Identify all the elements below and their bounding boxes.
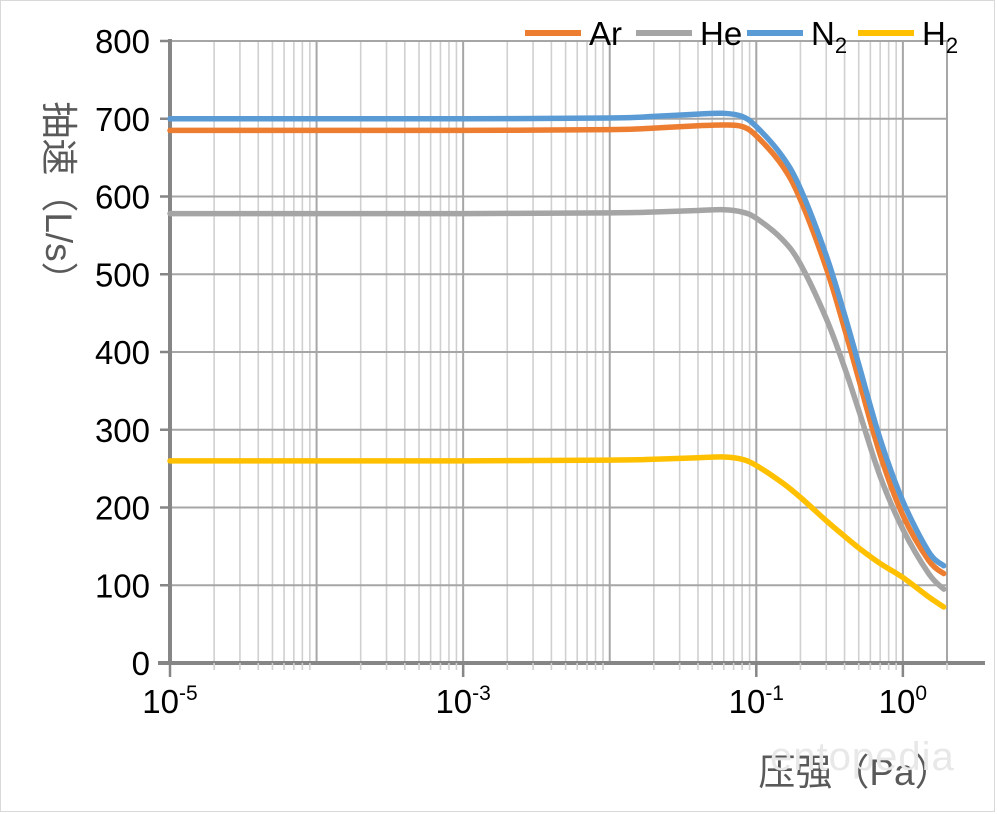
axis-tick-marks — [160, 39, 948, 677]
axis-titles: 抽速（L/s） 压强（Pa） — [38, 101, 952, 793]
y-tick-label: 600 — [95, 179, 150, 216]
chart-legend: Ar He N2 H2 — [525, 15, 958, 58]
legend-label-n2: N2 — [811, 15, 847, 58]
legend-label-ar: Ar — [589, 15, 622, 52]
x-tick-label: 10-1 — [729, 682, 784, 720]
legend-label-h2: H2 — [922, 15, 958, 58]
series-line-ar — [167, 122, 947, 577]
y-tick-label: 0 — [132, 645, 150, 682]
y-tick-label: 100 — [95, 567, 150, 604]
x-axis-tick-labels: 10-5 10-3 10-1 100 — [142, 682, 927, 720]
y-tick-label: 500 — [95, 256, 150, 293]
x-tick-label: 10-3 — [435, 682, 490, 720]
y-axis-tick-labels: 0 100 200 300 400 500 600 700 800 — [95, 23, 150, 682]
data-series-lines — [167, 110, 947, 610]
x-tick-label: 100 — [879, 682, 927, 720]
x-tick-label: 10-5 — [142, 682, 197, 720]
y-tick-label: 800 — [95, 23, 150, 60]
series-line-he — [167, 206, 947, 592]
y-axis-title: 抽速（L/s） — [38, 101, 79, 298]
y-tick-label: 700 — [95, 101, 150, 138]
y-tick-label: 300 — [95, 412, 150, 449]
y-tick-label: 200 — [95, 490, 150, 527]
major-gridlines — [169, 40, 948, 663]
series-line-h2 — [167, 454, 947, 610]
x-axis-title: 压强（Pa） — [758, 752, 951, 793]
legend-label-he: He — [700, 15, 742, 52]
y-tick-label: 400 — [95, 334, 150, 371]
series-line-n2 — [167, 110, 947, 569]
